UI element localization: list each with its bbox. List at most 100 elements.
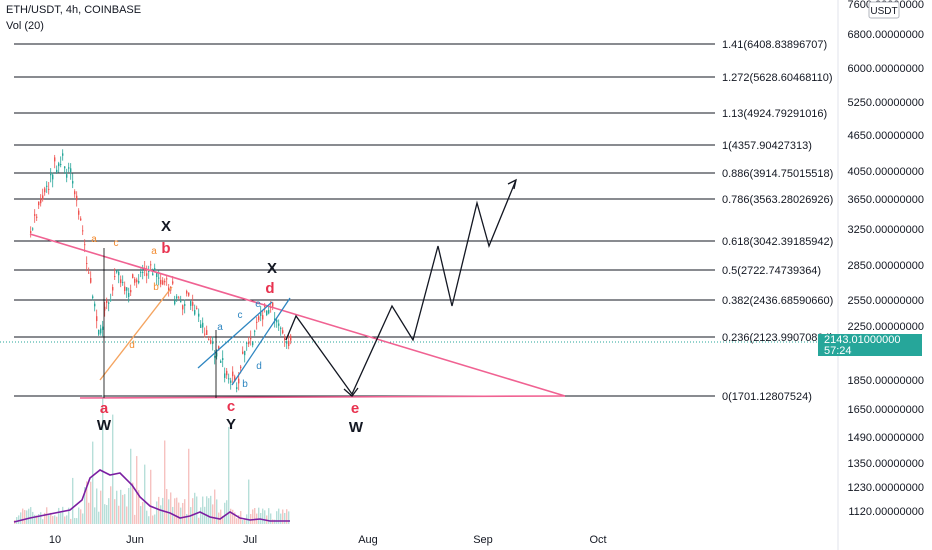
- volume-ma-line: [13, 469, 290, 523]
- candle: [52, 172, 54, 188]
- fib-level-label: 1.272(5628.60468110): [722, 72, 833, 84]
- volume-bar: [164, 440, 166, 524]
- candle: [220, 359, 222, 363]
- volume-bar: [212, 504, 214, 524]
- candle-body: [66, 174, 68, 178]
- candle-body: [256, 321, 258, 323]
- wave-label: X: [161, 218, 171, 235]
- volume-bar: [258, 507, 260, 524]
- candle-body: [274, 318, 276, 321]
- volume-bar: [108, 498, 110, 524]
- candle-countdown: 57:24: [824, 345, 852, 357]
- fib-level-label: 0.382(2436.68590660): [722, 295, 833, 307]
- volume-bar: [286, 509, 288, 524]
- volume-bar: [36, 515, 38, 524]
- candle: [266, 310, 268, 317]
- volume-bar: [172, 506, 174, 524]
- candle-body: [252, 341, 254, 346]
- volume-bar: [88, 502, 90, 524]
- volume-bar: [168, 499, 170, 524]
- volume-bar: [198, 517, 200, 524]
- candle: [60, 156, 62, 168]
- y-tick-label: 2550.00000000: [848, 295, 924, 307]
- candle-body: [272, 302, 274, 307]
- candle: [260, 305, 262, 322]
- fib-level-label: 0.236(2123.99070894): [722, 332, 833, 344]
- candle-body: [198, 313, 200, 317]
- candle: [160, 273, 162, 288]
- volume-bar: [58, 507, 60, 524]
- candle: [236, 382, 238, 393]
- candle-body: [108, 302, 110, 304]
- candle: [110, 293, 112, 302]
- candle: [136, 277, 138, 288]
- candle: [186, 289, 188, 297]
- volume-bar: [248, 479, 250, 524]
- candle: [162, 277, 164, 286]
- volume-bar: [268, 508, 270, 524]
- drawings: [29, 178, 566, 399]
- volume-bar: [250, 514, 252, 524]
- volume-bar: [104, 504, 106, 524]
- volume-bar: [64, 516, 66, 524]
- candle-body: [90, 278, 92, 283]
- candle-body: [286, 341, 288, 344]
- candle: [286, 340, 288, 349]
- volume-bar: [66, 515, 68, 524]
- candle-body: [216, 352, 218, 357]
- x-tick-label: Jul: [243, 534, 257, 546]
- candle-body: [96, 316, 98, 322]
- volume-bar: [52, 516, 54, 524]
- candle-body: [56, 169, 58, 173]
- volume-bar: [44, 512, 46, 524]
- wave-label: a: [217, 322, 223, 333]
- volume-indicator-title[interactable]: Vol (20): [6, 20, 44, 32]
- candle-body: [74, 191, 76, 195]
- candle-body: [276, 319, 278, 323]
- candle: [78, 208, 80, 220]
- volume-bar: [288, 511, 290, 524]
- currency-badge-frame: [868, 1, 900, 19]
- candle-body: [228, 378, 230, 380]
- price-axis: 7600.000000006800.000000006000.000000005…: [848, 0, 924, 518]
- candle: [194, 304, 196, 316]
- wave-label: b: [153, 282, 159, 293]
- volume-bar: [54, 515, 56, 524]
- candle: [68, 162, 70, 173]
- orange-channel-line: [99, 286, 173, 381]
- candle: [94, 301, 96, 312]
- candle: [62, 149, 64, 161]
- candle: [42, 188, 44, 202]
- candle-body: [80, 218, 82, 221]
- candle: [198, 308, 200, 323]
- blue-channel-lower: [197, 301, 273, 369]
- candle-body: [124, 286, 126, 291]
- candle-body: [266, 310, 268, 316]
- candle-body: [138, 281, 140, 283]
- candle-body: [226, 370, 228, 376]
- triangle-upper-line: [29, 233, 566, 397]
- candle: [232, 366, 234, 385]
- candle: [104, 301, 106, 317]
- fib-level-label: 1.13(4924.79291016): [722, 108, 827, 120]
- candle: [192, 294, 194, 312]
- candle-body: [152, 273, 154, 276]
- candle-body: [222, 358, 224, 360]
- y-tick-label: 4650.00000000: [848, 130, 924, 142]
- wave-label: X: [267, 260, 277, 277]
- candle-body: [260, 311, 262, 316]
- candle: [258, 314, 260, 323]
- candle-body: [44, 188, 46, 193]
- candle: [290, 333, 292, 345]
- wave-label: a: [91, 234, 97, 245]
- candle: [196, 305, 198, 310]
- volume-bar: [264, 510, 266, 524]
- candle: [74, 189, 76, 198]
- candle-body: [280, 327, 282, 329]
- candle-body: [130, 290, 132, 293]
- candle: [116, 269, 118, 274]
- fib-levels: 1.41(6408.83896707) 1.272(5628.60468110) 1…: [14, 39, 833, 403]
- candle-body: [102, 326, 104, 330]
